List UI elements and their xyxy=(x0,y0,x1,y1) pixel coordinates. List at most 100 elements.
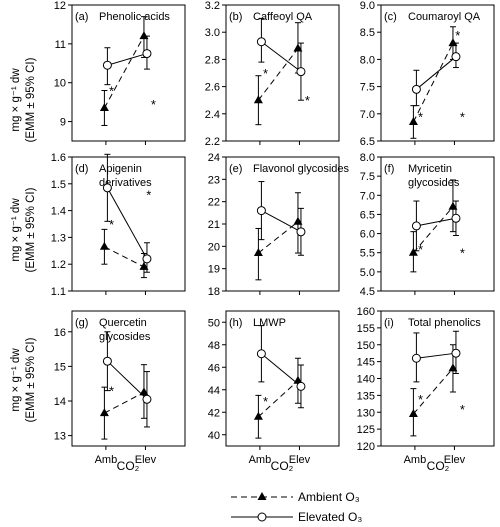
y-tick-label: 1.5 xyxy=(51,179,66,191)
y-tick-label: 4.5 xyxy=(360,286,375,298)
significance-star: * xyxy=(109,217,114,232)
y-tick-label: 155 xyxy=(357,323,375,335)
chart-panel-a: 9 10 11 12 (a) Phenolic acids * * xyxy=(54,0,186,145)
point-elevated xyxy=(451,348,461,358)
y-tick-label: 16 xyxy=(54,327,66,339)
y-tick-label: 1.4 xyxy=(51,206,66,218)
y-tick-label: 22 xyxy=(208,197,220,209)
plot-frame xyxy=(71,310,186,447)
significance-star: * xyxy=(263,66,268,81)
y-tick-label: 7.0 xyxy=(360,190,375,202)
y-tick-label: 2.8 xyxy=(205,54,220,66)
y-tick-label: 18 xyxy=(208,286,220,298)
chart-panel-b: 2.2 2.4 2.6 2.8 3.0 3.2 (b) Caffeoyl QA * * xyxy=(205,0,340,148)
series-line-ambient xyxy=(413,368,454,415)
y-tick-label: 1.1 xyxy=(51,286,66,298)
ylabel-line-2: (EMM ± 95% CI) xyxy=(25,187,37,272)
y-tick-label: 6.0 xyxy=(360,229,375,241)
y-tick-label: 42 xyxy=(208,407,220,419)
series-line-elevated xyxy=(261,41,302,73)
y-tick-label: 20 xyxy=(208,241,220,253)
legend-marker-circle xyxy=(257,512,267,522)
ylabel-line-2: (EMM ± 95% CI) xyxy=(25,57,37,142)
point-ambient xyxy=(448,201,458,210)
y-tick-label: 1.3 xyxy=(51,232,66,244)
series-line-ambient xyxy=(104,391,145,414)
significance-star: * xyxy=(109,384,114,399)
point-ambient xyxy=(293,43,303,52)
y-tick-label: 13 xyxy=(54,431,66,443)
point-elevated xyxy=(142,394,152,404)
chart-panel-e: 18 19 20 21 22 23 24 (e) Flavonol glycosides xyxy=(208,152,350,298)
panel-title-line-2: glycosides xyxy=(408,177,460,189)
panel-title-line-1: Myricetin xyxy=(408,163,452,175)
significance-star: * xyxy=(460,402,465,417)
significance-star: * xyxy=(455,28,460,43)
x-tick-label: Elev xyxy=(135,454,157,466)
legend-label-ambient: Ambient O₃ xyxy=(298,490,360,504)
series-line-ambient xyxy=(103,35,145,109)
y-tick-label: 120 xyxy=(357,441,375,453)
point-ambient xyxy=(139,31,149,40)
xlabel-col-3: CO₂ xyxy=(427,459,450,473)
series-line-ambient xyxy=(413,206,454,254)
x-tick-label: Elev xyxy=(289,454,311,466)
point-elevated xyxy=(411,84,421,94)
x-tick-label: Amb xyxy=(95,454,118,466)
panel-title: Flavonol glycosides xyxy=(253,163,349,175)
legend-label-elevated: Elevated O₃ xyxy=(298,510,362,524)
y-tick-label: 1.2 xyxy=(51,259,66,271)
point-elevated xyxy=(102,60,112,70)
y-tick-label: 8.5 xyxy=(360,27,375,39)
point-ambient xyxy=(99,102,109,111)
y-tick-label: 50 xyxy=(208,317,220,329)
series-line-elevated xyxy=(106,187,148,260)
panel-label: (e) xyxy=(229,163,242,175)
y-tick-label: 24 xyxy=(208,152,220,164)
panel-title: LMWP xyxy=(253,317,286,329)
point-elevated xyxy=(451,213,461,223)
y-tick-label: 15 xyxy=(54,361,66,373)
point-ambient xyxy=(139,261,149,270)
point-ambient xyxy=(408,408,418,417)
x-tick-label: Amb xyxy=(404,454,427,466)
y-tick-label: 9.0 xyxy=(360,0,375,12)
series-line-elevated xyxy=(416,352,457,359)
ylabel-row-3: mg × g⁻¹ dw (EMM ± 95% CI) xyxy=(10,337,37,422)
significance-star: * xyxy=(263,394,268,409)
xlabel-col-2: CO₂ xyxy=(271,459,294,473)
panel-label: (b) xyxy=(229,11,242,23)
panel-label: (h) xyxy=(229,317,242,329)
y-tick-label: 8.0 xyxy=(360,152,375,164)
y-tick-label: 3.2 xyxy=(205,0,220,12)
y-tick-label: 2.4 xyxy=(205,109,220,121)
point-ambient xyxy=(253,411,263,420)
plot-frame xyxy=(71,4,186,142)
xlabel-col-1: CO₂ xyxy=(117,459,140,473)
plot-frame xyxy=(380,156,495,292)
panel-title-line-2: glycosides xyxy=(99,331,151,343)
panel-title: Phenolic acids xyxy=(99,11,170,23)
chart-panel-g: 13 14 15 16 Amb Elev (g) Quercetin glycosides * xyxy=(54,310,186,466)
legend-marker-triangle xyxy=(257,492,267,500)
y-tick-label: 160 xyxy=(357,306,375,318)
chart-panel-c: 6.5 7.0 7.5 8.0 8.5 9.0 (c) Coumaroyl QA * * * xyxy=(360,0,495,148)
point-elevated xyxy=(296,67,306,77)
series-line-elevated xyxy=(416,217,457,227)
plot-frame xyxy=(225,310,340,447)
significance-star: * xyxy=(460,246,465,261)
y-tick-label: 10 xyxy=(54,78,66,90)
panel-title-line-2: derivatives xyxy=(99,177,152,189)
ylabel-row-1: mg × g⁻¹ dw (EMM ± 95% CI) xyxy=(10,57,37,142)
point-elevated xyxy=(256,37,266,47)
y-tick-label: 145 xyxy=(357,357,375,369)
panel-title: Coumaroyl QA xyxy=(408,11,481,23)
y-tick-label: 14 xyxy=(54,396,66,408)
y-tick-label: 7.5 xyxy=(360,82,375,94)
point-elevated xyxy=(296,381,306,391)
y-tick-label: 7.5 xyxy=(360,171,375,183)
point-ambient xyxy=(139,387,149,396)
significance-star: * xyxy=(418,242,423,257)
plot-frame xyxy=(380,310,495,447)
plot-frame xyxy=(225,156,340,292)
